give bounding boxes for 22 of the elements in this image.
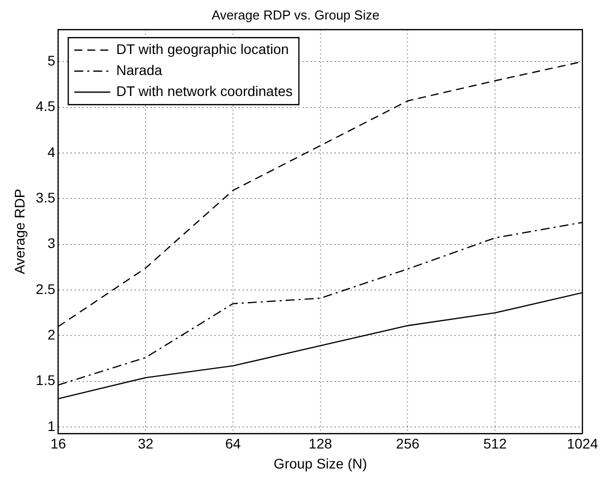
x-tick-label: 256 [396,436,420,452]
y-tick-label: 3 [47,235,56,252]
y-tick-label: 2.5 [36,280,56,297]
y-tick-label: 1.5 [36,372,56,388]
x-tick-label: 128 [308,436,332,452]
x-tick-label: 16 [50,436,66,452]
y-tick-label: 4.5 [36,98,56,114]
y-tick-label: 4 [47,144,56,160]
x-tick-label: 512 [483,436,507,452]
y-tick-label: 3.5 [36,189,56,206]
x-axis-title: Group Size (N) [274,455,368,472]
chart-title: Average RDP vs. Group Size [212,7,380,22]
x-tick-label: 1024 [566,436,598,452]
legend-label: DT with geographic location [116,40,289,57]
legend-label: Narada [116,62,162,78]
legend-label: DT with network coordinates [116,82,293,99]
y-axis-title: Average RDP [11,188,28,274]
y-tick-label: 5 [47,52,56,68]
x-tick-label: 64 [225,436,241,452]
y-tick-label: 2 [47,326,56,343]
y-tick-label: 1 [47,418,56,434]
x-tick-label: 32 [138,436,154,452]
